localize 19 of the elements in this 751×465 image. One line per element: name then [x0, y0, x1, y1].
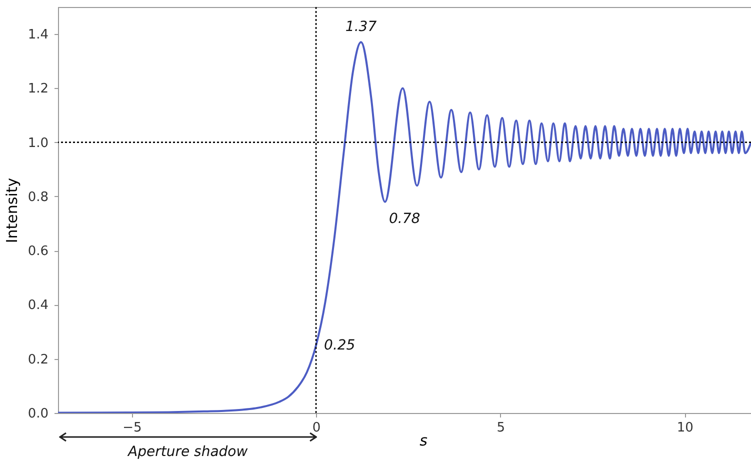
x-tick-label: 5 — [496, 420, 505, 436]
annotation: 0.78 — [388, 210, 420, 227]
x-tick-label: 10 — [676, 420, 694, 436]
y-axis-title: Intensity — [2, 178, 21, 244]
y-tick-label: 0.4 — [28, 298, 48, 314]
y-tick-label: 0.6 — [28, 244, 48, 260]
x-tick-label: −5 — [122, 420, 142, 436]
y-tick-label: 0.8 — [28, 190, 48, 205]
y-tick-label: 0.2 — [28, 352, 48, 368]
y-tick-label: 1.2 — [28, 82, 48, 97]
annotation: 1.37 — [345, 19, 377, 36]
x-tick-label: 0 — [312, 420, 321, 436]
line-series — [58, 41, 751, 413]
y-tick-label: 1.4 — [28, 28, 48, 43]
x-axis-title: s — [420, 432, 428, 450]
y-tick-label: 1.0 — [28, 136, 48, 151]
annotation: 0.25 — [324, 337, 356, 354]
y-tick-label: 0.0 — [28, 406, 48, 422]
text: Aperture shadow — [128, 444, 248, 460]
